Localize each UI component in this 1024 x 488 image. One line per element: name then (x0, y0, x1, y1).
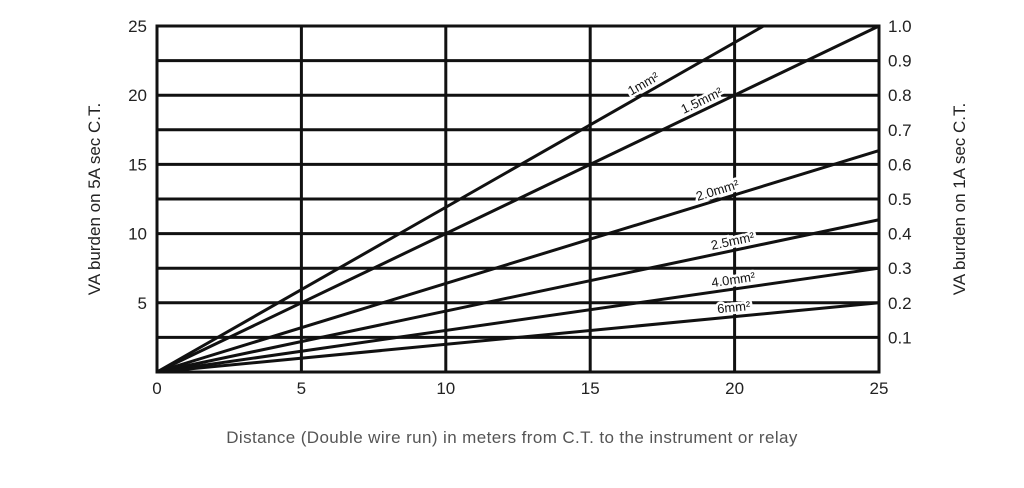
plot-frame (155, 24, 881, 374)
x-tick-label: 10 (436, 379, 455, 398)
series-line (156, 149, 880, 374)
x-tick-label: 20 (725, 379, 744, 398)
y2-tick-label: 0.2 (888, 294, 912, 313)
y2-tick-label: 0.7 (888, 121, 912, 140)
y-axis-label: VA burden on 5A sec C.T. (85, 103, 104, 295)
x-axis-label: Distance (Double wire run) in meters fro… (226, 428, 798, 447)
series-line (156, 218, 880, 374)
y2-tick-label: 0.5 (888, 190, 912, 209)
x-tick-label: 5 (297, 379, 306, 398)
y2-tick-label: 0.9 (888, 52, 912, 71)
series-line (156, 266, 880, 374)
y2-tick-label: 0.1 (888, 328, 912, 347)
y-tick-label: 5 (138, 294, 147, 313)
y-tick-label: 15 (128, 155, 147, 174)
y2-tick-label: 0.3 (888, 259, 912, 278)
x-tick-label: 25 (870, 379, 889, 398)
x-tick-label: 0 (152, 379, 161, 398)
y2-tick-label: 0.6 (888, 155, 912, 174)
y2-axis-label: VA burden on 1A sec C.T. (950, 103, 969, 295)
y2-tick-label: 0.4 (888, 225, 912, 244)
y-tick-label: 10 (128, 225, 147, 244)
y2-tick-label: 0.8 (888, 86, 912, 105)
y-tick-label: 20 (128, 86, 147, 105)
y-tick-label: 25 (128, 17, 147, 36)
x-tick-label: 15 (581, 379, 600, 398)
series-label: 6mm² (716, 298, 751, 316)
y2-tick-label: 1.0 (888, 17, 912, 36)
series-line (156, 24, 880, 374)
series-line (156, 24, 765, 374)
series-line (156, 301, 880, 374)
chart: 0 5 10 15 20 25 5 10 15 20 25 0.1 0.2 0.3 0.4 0.5 0.6 0.7… (85, 17, 969, 398)
